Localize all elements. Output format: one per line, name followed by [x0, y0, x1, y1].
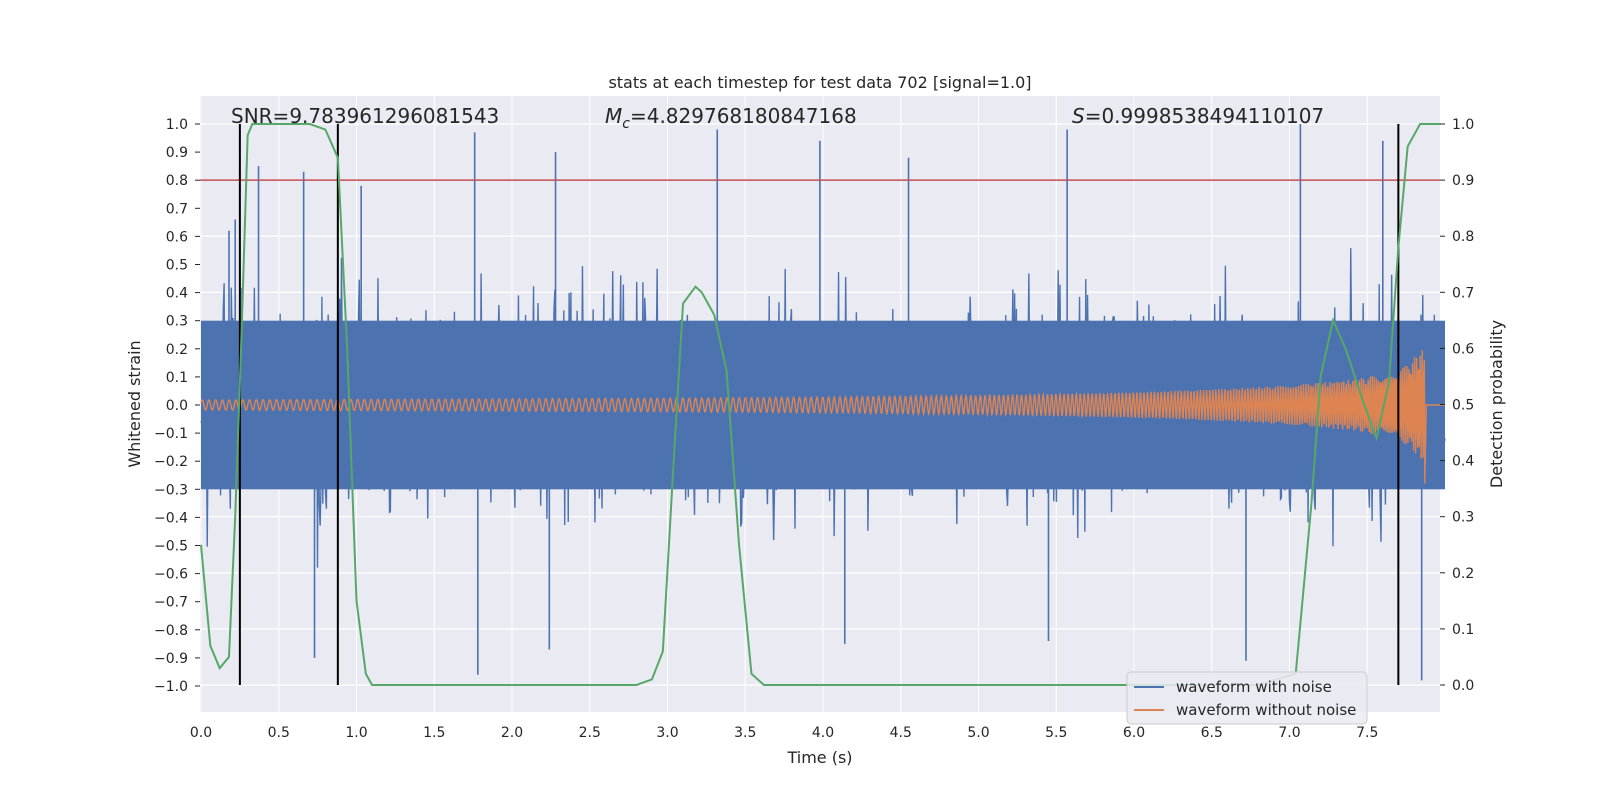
y-axis-label-right: Detection probability — [1487, 320, 1506, 488]
y-tick-label-left: 0.0 — [166, 398, 188, 414]
clean-trace — [200, 349, 1445, 484]
legend: waveform with noise waveform without noi… — [1126, 671, 1368, 725]
y-tick-label-left: −0.7 — [154, 595, 188, 611]
detection-probability-series — [200, 123, 1441, 686]
x-tick-label: 2.0 — [501, 725, 523, 741]
x-tick-label: 5.0 — [967, 725, 989, 741]
x-tick-label: 3.0 — [656, 725, 678, 741]
x-tick-label: 2.5 — [579, 725, 601, 741]
x-tick-label: 6.5 — [1201, 725, 1223, 741]
y-tick-label-left: −0.2 — [154, 454, 188, 470]
snr-annotation: SNR=9.783961296081543 — [231, 104, 499, 128]
y-axis-label-left: Whitened strain — [125, 340, 144, 467]
x-tick-label: 7.0 — [1278, 725, 1300, 741]
chart-title: stats at each timestep for test data 702… — [608, 73, 1031, 92]
x-tick-label: 0.5 — [268, 725, 290, 741]
y-tick-label-right: 0.8 — [1452, 229, 1474, 245]
y-tick-label-left: 0.1 — [166, 370, 188, 386]
x-axis-label: Time (s) — [786, 748, 852, 767]
y-tick-label-right: 0.7 — [1452, 285, 1474, 301]
y-tick-label-right: 0.0 — [1452, 678, 1474, 694]
score-annotation: S=0.9998538494110107 — [1072, 104, 1324, 128]
y-tick-label-left: 0.3 — [166, 314, 188, 330]
y-tick-label-left: 0.7 — [166, 201, 188, 217]
y-tick-label-right: 1.0 — [1452, 117, 1474, 133]
x-tick-label: 5.5 — [1045, 725, 1067, 741]
y-tick-label-left: 0.6 — [166, 229, 188, 245]
x-tick-label: 4.5 — [890, 725, 912, 741]
y-tick-label-right: 0.4 — [1452, 454, 1474, 470]
x-tick-label: 3.5 — [734, 725, 756, 741]
y-tick-label-left: −0.6 — [154, 567, 188, 583]
y-tick-label-right: 0.6 — [1452, 341, 1474, 357]
y-tick-label-left: −0.1 — [154, 426, 188, 442]
y-tick-label-left: −0.5 — [154, 539, 188, 555]
y-tick-label-right: 0.1 — [1452, 622, 1474, 638]
y-tick-label-left: −0.8 — [154, 623, 188, 639]
legend-entry-clean: waveform without noise — [1176, 701, 1356, 719]
y-tick-label-right: 0.5 — [1452, 398, 1474, 414]
probability-trace — [200, 123, 1441, 686]
y-tick-label-left: 0.8 — [166, 173, 188, 189]
y-tick-label-left: 0.2 — [166, 342, 188, 358]
y-tick-label-right: 0.9 — [1452, 173, 1474, 189]
axes-ticks: 0.0 0.5 1.0 1.5 2.0 2.5 3.0 3.5 4.0 4.5 5.0 5.5 6.0 6… — [154, 117, 1474, 741]
y-tick-label-left: −0.9 — [154, 651, 188, 667]
legend-entry-noise: waveform with noise — [1176, 678, 1332, 696]
y-tick-label-left: −0.4 — [154, 510, 188, 526]
y-tick-label-left: −1.0 — [154, 679, 188, 695]
x-tick-label: 1.0 — [345, 725, 367, 741]
x-tick-label: 0.0 — [190, 725, 212, 741]
legend-box — [1126, 671, 1368, 725]
y-tick-label-left: −0.3 — [154, 482, 188, 498]
y-tick-label-right: 0.3 — [1452, 510, 1474, 526]
x-tick-label: 7.5 — [1356, 725, 1378, 741]
y-tick-label-left: 0.4 — [166, 286, 188, 302]
y-tick-label-left: 1.0 — [166, 117, 188, 133]
y-tick-label-left: 0.9 — [166, 145, 188, 161]
waveform-without-noise-series — [200, 349, 1445, 484]
x-tick-label: 6.0 — [1123, 725, 1145, 741]
x-tick-label: 1.5 — [423, 725, 445, 741]
y-tick-label-right: 0.2 — [1452, 566, 1474, 582]
y-tick-label-left: 0.5 — [166, 258, 188, 274]
x-tick-label: 4.0 — [812, 725, 834, 741]
chirp-mass-annotation: Mc=4.829768180847168 — [605, 104, 857, 132]
